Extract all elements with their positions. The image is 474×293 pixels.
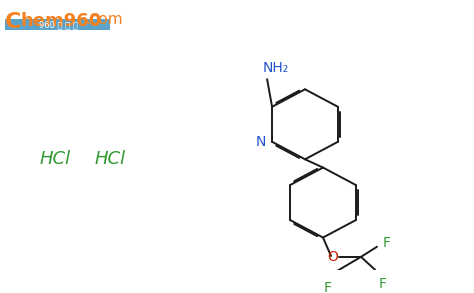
Text: .com: .com: [85, 12, 123, 27]
Text: NH₂: NH₂: [263, 62, 289, 76]
Text: F: F: [324, 281, 332, 293]
FancyBboxPatch shape: [5, 19, 110, 30]
Text: C: C: [5, 12, 21, 32]
Text: 960 化 工 网: 960 化 工 网: [38, 20, 77, 29]
Text: HCl: HCl: [94, 150, 126, 168]
Text: HCl: HCl: [39, 150, 71, 168]
Text: hem960: hem960: [20, 12, 101, 30]
Text: N: N: [255, 135, 266, 149]
Text: F: F: [379, 277, 387, 291]
Text: O: O: [328, 250, 338, 264]
Text: F: F: [383, 236, 391, 250]
